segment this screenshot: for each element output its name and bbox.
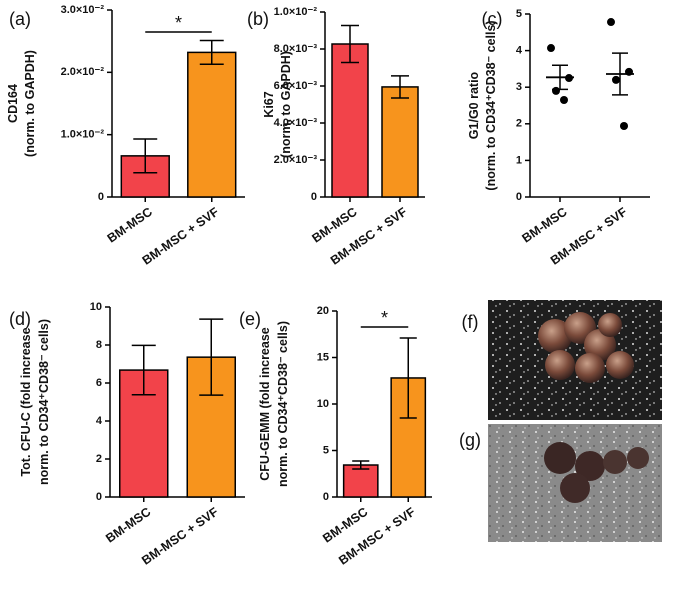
data-point [612,75,620,84]
y-tick-label: 4 [516,45,523,57]
error-bar [199,39,224,65]
y-tick-label: 0 [311,191,317,203]
y-tick-label: 5 [516,8,522,20]
y-tick-label: 2 [96,453,102,465]
panel-label: (g) [459,430,481,450]
y-axis-label: norm. to CD34⁺CD38⁻ cells) [37,319,51,485]
panel-label: (f) [462,312,479,332]
bar [331,43,369,198]
y-axis-label: CFU-GEMM (fold increase [258,327,272,481]
data-point [607,18,615,27]
y-tick-label: 4.0×10⁻³ [274,117,318,129]
y-axis-label: Ki67 [262,91,276,117]
y-tick-label: 4 [96,415,103,427]
error-bar [131,344,156,396]
chart-panel: (b) Ki67 (norm. to GAPDH) 0 2.0×10⁻³ 4.0×10⁻³… [247,6,425,268]
panel-label: (c) [482,9,503,29]
y-axis-label: (norm. to GAPDH) [279,51,293,158]
error-bar [133,138,158,174]
panel-label: (a) [9,9,31,29]
y-tick-label: 1 [516,154,522,166]
chart-panel: (e)CFU-GEMM (fold increase norm. to CD34⁺… [239,305,432,568]
data-point [620,121,628,130]
y-axis-label: Tot. CFU-C (fold increase [19,327,33,476]
y-tick-label: 3.0×10⁻² [61,4,105,16]
bar [381,86,419,198]
y-axis-label: (norm. to CD34⁺CD38⁻ cells) [484,20,498,190]
error-bar [391,75,409,99]
chart-panel: (d)Tot. CFU-C (fold increase norm. to CD3… [9,301,245,568]
x-tick-label: BM-MSC [103,505,153,546]
y-tick-label: 8 [96,339,102,351]
y-axis-label: norm. to CD34⁺CD38⁻ cells) [276,321,290,487]
error-bar [352,460,370,470]
panel-label: (d) [9,309,31,329]
data-point [552,86,560,95]
panel-label: (b) [247,9,269,29]
y-tick-label: 8.0×10⁻³ [274,43,318,55]
error-bar [552,64,568,91]
panel-label: (e) [239,309,261,329]
y-tick-label: 15 [317,351,329,363]
y-tick-label: 2.0×10⁻³ [274,154,318,166]
y-tick-label: 2 [516,118,522,130]
y-tick-label: 1.0×10⁻² [61,129,105,141]
micrograph-f: (f) [462,300,662,420]
micrograph-g: (g) [459,424,662,542]
bar [187,51,237,198]
y-tick-label: 0 [323,491,329,503]
bar [342,464,379,498]
y-tick-label: 10 [90,301,102,313]
y-tick-label: 3 [516,81,522,93]
y-tick-label: 5 [323,444,329,456]
chart-panel: (a) CD164 (norm. to GAPDH) 0 1.0×10⁻² 2.0×10⁻… [6,4,245,268]
x-tick-label: BM-MSC [519,205,569,246]
y-tick-label: 2.0×10⁻² [61,66,105,78]
y-axis-label: CD164 [6,84,20,123]
data-point [560,96,568,105]
chart-panel: (c) G1/G0 ratio (norm. to CD34⁺CD38⁻ cells… [467,8,650,268]
y-tick-label: 6 [96,377,102,389]
y-axis-label: (norm. to GAPDH) [23,50,37,157]
y-tick-label: 0 [98,191,104,203]
error-bar [341,24,359,64]
y-tick-label: 20 [317,305,329,317]
y-tick-label: 0 [96,491,102,503]
data-point [547,44,555,53]
error-bar [612,52,628,96]
y-axis-label: G1/G0 ratio [467,71,481,139]
y-tick-label: 10 [317,398,329,410]
y-tick-label: 6.0×10⁻³ [274,80,318,92]
y-tick-label: 0 [516,191,522,203]
significance-mark: * [381,308,388,328]
significance-mark: * [175,13,182,33]
error-bar [399,337,417,419]
y-tick-label: 1.0×10⁻² [274,6,318,18]
error-bar [199,318,224,396]
x-tick-label: BM-MSC [105,205,155,246]
